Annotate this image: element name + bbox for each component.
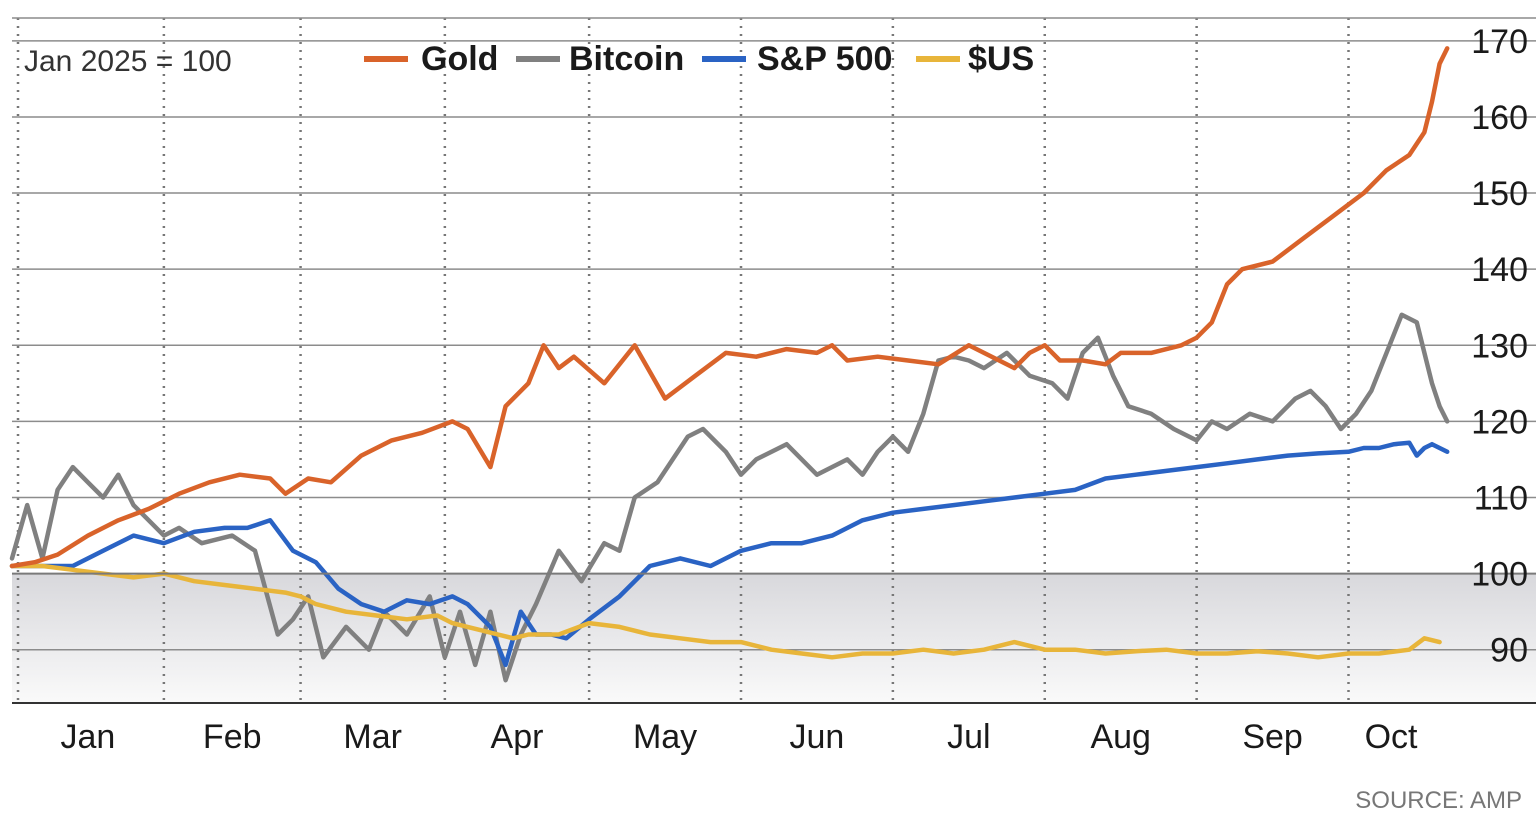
base-note: Jan 2025 = 100 [24,45,232,78]
source-note: SOURCE: AMP [1355,787,1522,814]
x-tick-label: Feb [203,718,262,756]
x-tick-label: Oct [1365,718,1418,756]
series-lines [9,46,1450,683]
series-line-sp500 [9,440,1450,668]
y-tick-label: 130 [1471,327,1528,365]
series-line-bitcoin [9,312,1450,683]
y-tick-label: 110 [1474,480,1528,518]
legend: Gold Bitcoin S&P 500 $US [364,40,1034,78]
value-gridlines [12,17,1536,651]
series-line-gold [9,46,1450,569]
x-tick-label: May [633,718,697,756]
y-tick-label: 100 [1471,556,1528,594]
legend-label-bitcoin: Bitcoin [569,40,684,78]
y-tick-label: 150 [1471,175,1528,213]
legend-label-gold: Gold [421,40,498,78]
y-tick-label: 120 [1471,403,1528,441]
below-baseline-band [12,573,1536,703]
legend-label-sp500: S&P 500 [757,40,892,78]
x-tick-label: Sep [1242,718,1303,756]
x-tick-label: Mar [343,718,402,756]
series-line-us [9,563,1442,660]
x-tick-label: Jan [61,718,116,756]
month-labels: Jan Feb Mar Apr May Jun Jul Aug Sep Oct [61,718,1418,756]
x-tick-label: Apr [491,718,544,756]
y-tick-label: 160 [1471,99,1528,137]
y-tick-label: 90 [1490,632,1528,670]
x-tick-label: Jun [790,718,845,756]
y-tick-label: 170 [1471,23,1528,61]
y-tick-labels: 90 100 110 120 130 140 150 160 170 [1471,23,1528,670]
y-tick-label: 140 [1471,251,1528,289]
x-tick-label: Jul [947,718,990,756]
x-tick-label: Aug [1090,718,1151,756]
legend-label-usd: $US [968,40,1034,78]
